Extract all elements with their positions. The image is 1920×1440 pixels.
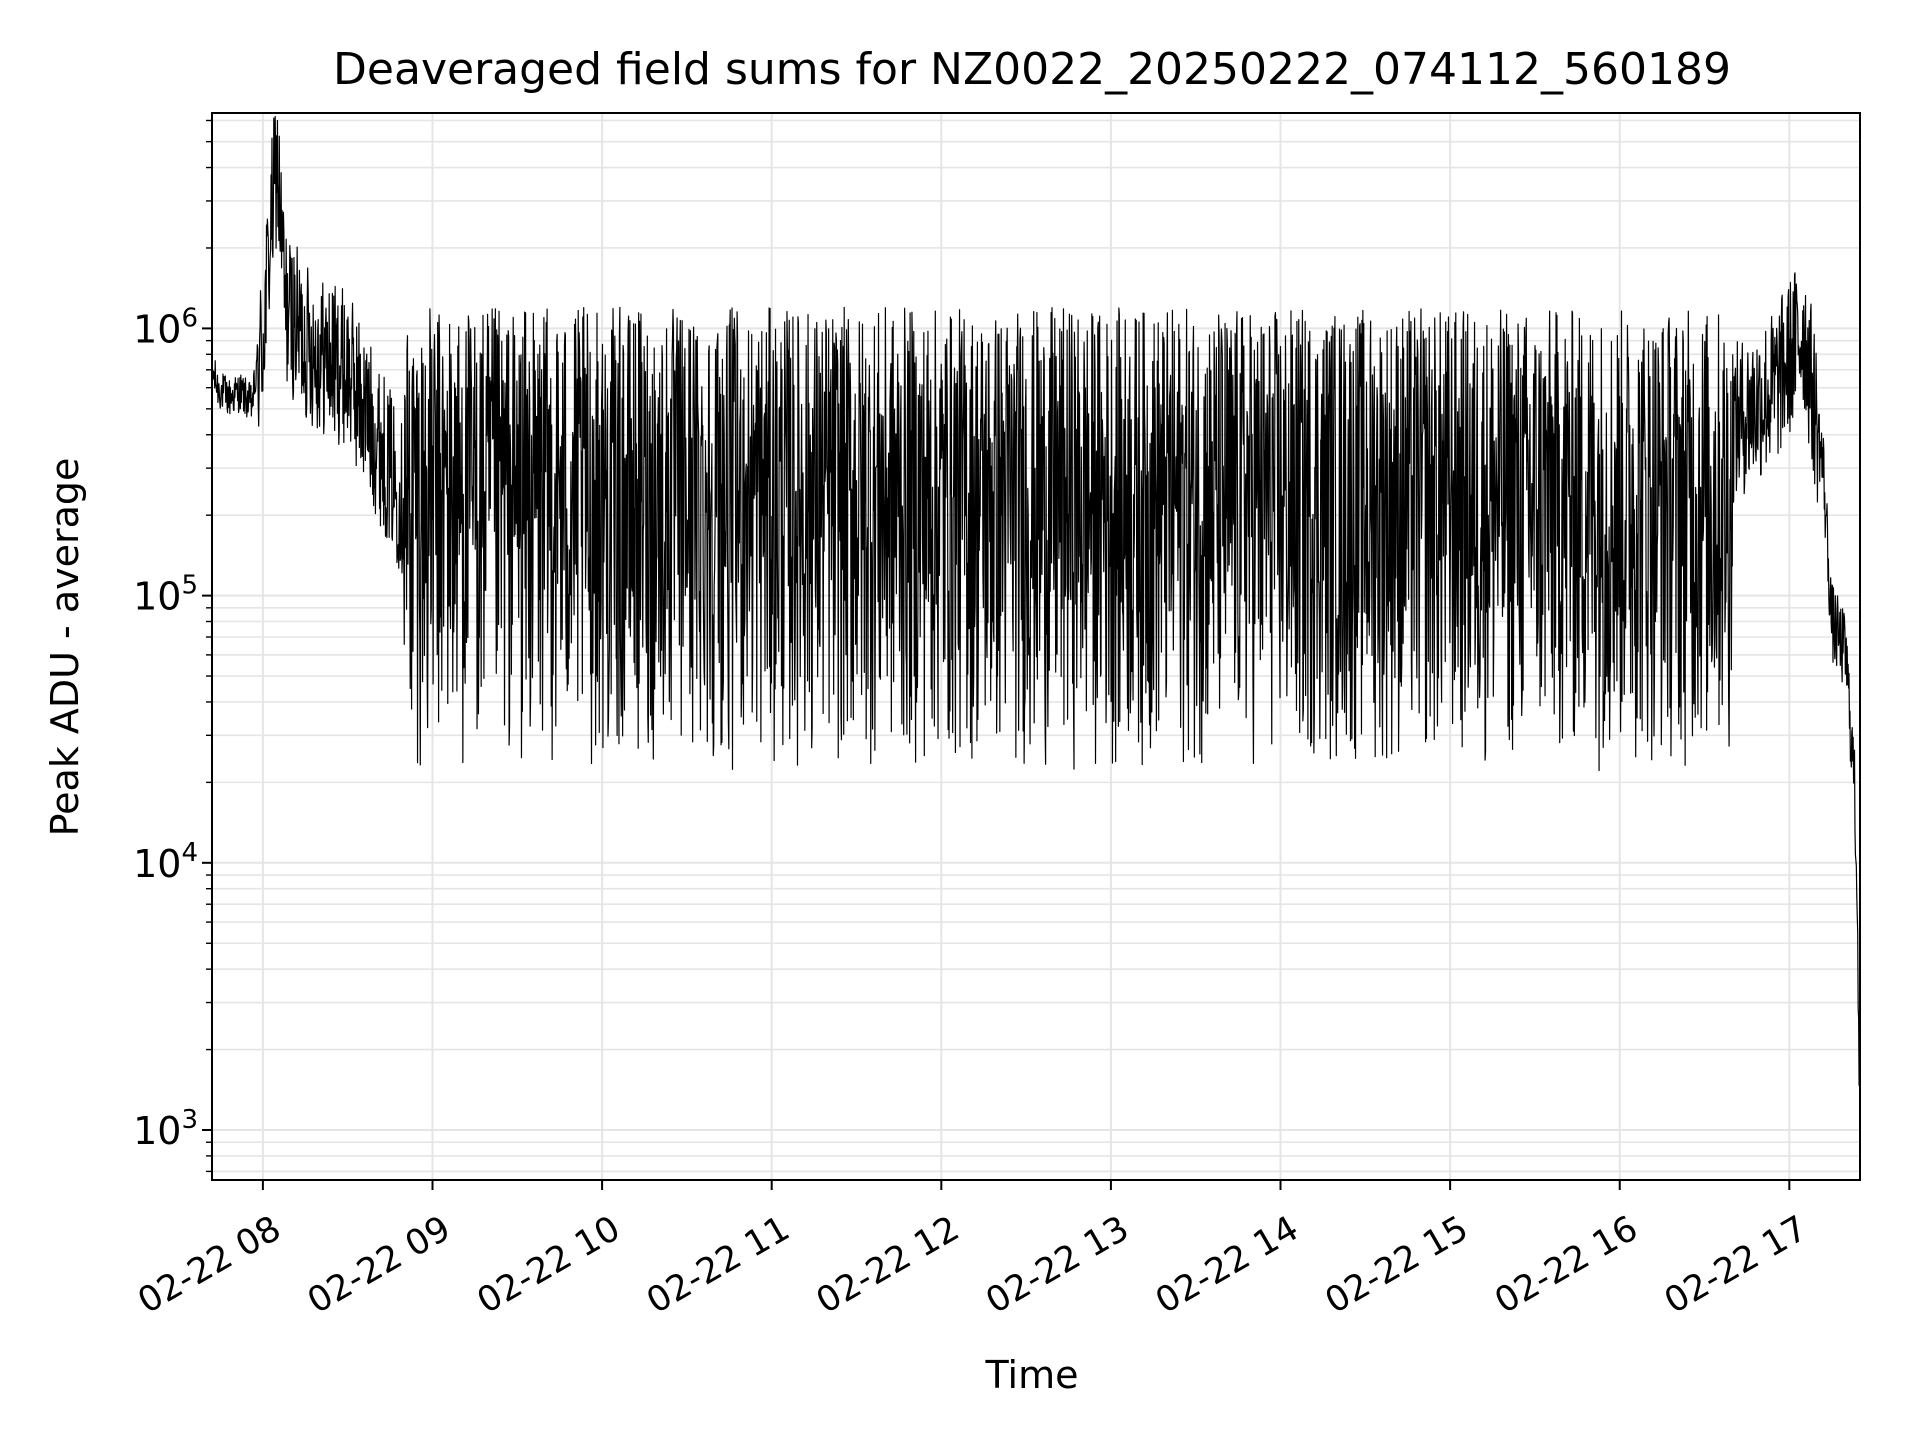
series-line	[212, 115, 1860, 1095]
y-tick-label: 103	[133, 1105, 198, 1153]
plot-frame	[211, 112, 1861, 1181]
y-tick-label: 106	[133, 303, 198, 351]
chart-title: Deaveraged field sums for NZ0022_2025022…	[333, 44, 1731, 95]
x-axis-label: Time	[985, 1353, 1079, 1397]
data-area	[212, 115, 1860, 1095]
y-tick-label: 105	[133, 571, 198, 619]
y-tick-label: 104	[133, 838, 198, 886]
y-axis-label: Peak ADU - average	[43, 458, 87, 837]
